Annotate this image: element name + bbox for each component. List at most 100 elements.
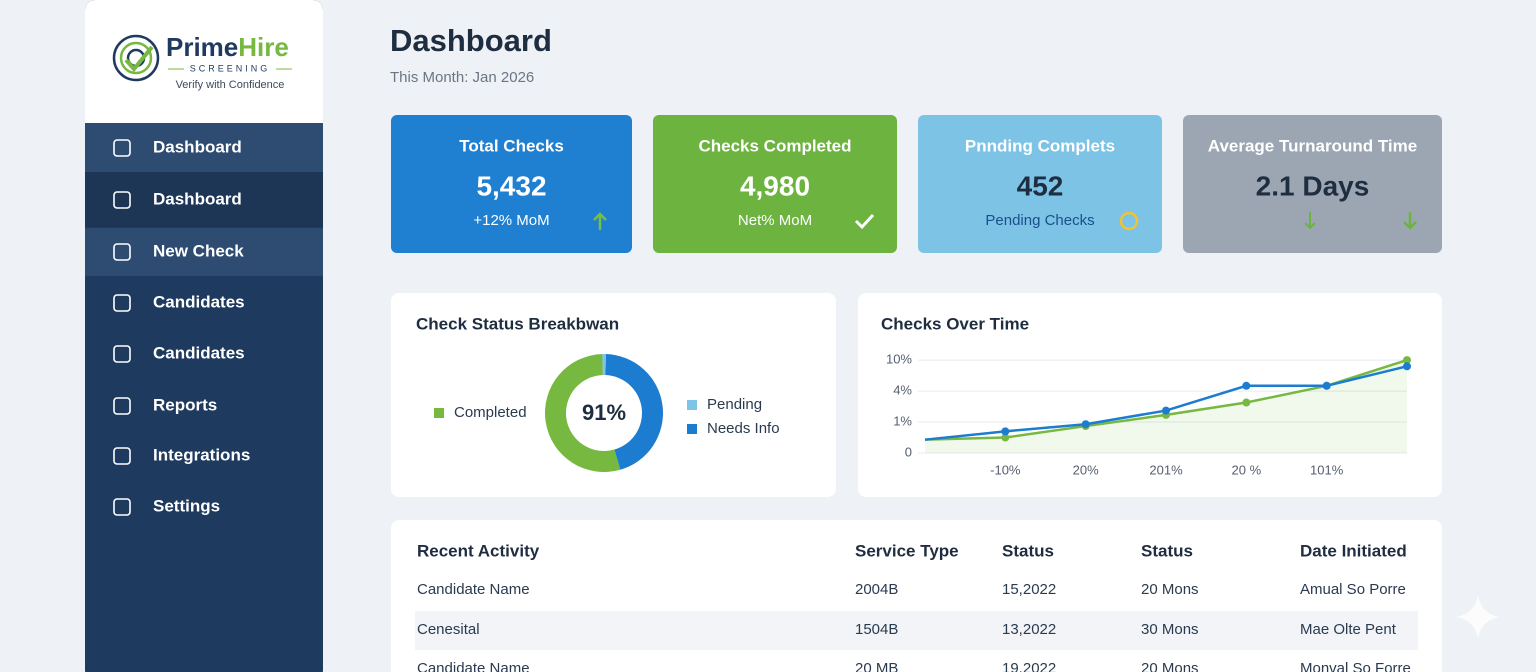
point <box>1322 381 1331 390</box>
stat-card <box>1183 115 1442 253</box>
nav-icon <box>113 498 131 516</box>
card-value: 5,432 <box>476 170 546 201</box>
table-cell: Monval So Forre <box>1300 660 1411 672</box>
table-cell: Candidate Name <box>417 581 530 598</box>
legend-swatch <box>687 400 697 410</box>
x-tick-label: 20% <box>1073 462 1099 477</box>
nav-item[interactable]: Candidates <box>153 343 245 362</box>
nav-icon <box>113 139 131 157</box>
table-cell: 30 Mons <box>1141 621 1199 638</box>
x-tick-label: 101% <box>1310 462 1344 477</box>
donut-center: 91% <box>582 400 626 425</box>
point <box>1403 362 1411 371</box>
table-cell: 20 Mons <box>1141 660 1199 672</box>
point <box>1001 427 1010 436</box>
donut-segment <box>605 354 663 470</box>
nav-icon <box>113 397 131 415</box>
up-arrow <box>593 212 607 230</box>
y-tick-label: 0 <box>905 444 912 459</box>
row-stripe <box>415 611 1418 650</box>
card-value: 2.1 Days <box>1256 170 1370 201</box>
brand-motto: Verify with Confidence <box>176 79 285 91</box>
chart-title: Checks Over Time <box>881 314 1029 333</box>
logo-area <box>85 0 323 123</box>
card-note: +12% MoM <box>473 212 549 229</box>
point <box>1001 433 1010 442</box>
nav-icon <box>113 447 131 465</box>
table-cell: Cenesital <box>417 621 480 638</box>
table-cell: Candidate Name <box>417 660 530 672</box>
nav-icon <box>113 243 131 261</box>
table-header: Service Type <box>855 541 959 560</box>
table-header: Status <box>1002 541 1054 560</box>
brand-b: Hire <box>238 32 289 62</box>
stat-card <box>391 115 632 253</box>
legend-label: Completed <box>454 404 527 421</box>
table-header: Date Initiated <box>1300 541 1407 560</box>
table-header: Recent Activity <box>417 541 540 560</box>
table-cell: 15,2022 <box>1002 581 1056 598</box>
y-tick-label: 10% <box>886 352 912 367</box>
legend-label: Needs Info <box>707 420 780 437</box>
table-header: Status <box>1141 541 1193 560</box>
card-value: 4,980 <box>740 170 810 201</box>
card-note: Pending Checks <box>985 212 1094 229</box>
sparkle <box>1456 595 1500 639</box>
stat-card <box>918 115 1162 253</box>
point <box>1081 420 1090 429</box>
x-tick-label: 201% <box>1149 462 1183 477</box>
panel <box>858 293 1442 497</box>
card-title: Pnnding Complets <box>965 136 1115 155</box>
legend-swatch <box>434 408 444 418</box>
legend-swatch <box>687 424 697 434</box>
nav-highlight <box>85 172 323 227</box>
nav-icon <box>113 294 131 312</box>
table-cell: 1504B <box>855 621 898 638</box>
table-cell: Mae Olte Pent <box>1300 621 1397 638</box>
card-title: Checks Completed <box>698 136 851 155</box>
y-tick-label: 1% <box>893 413 912 428</box>
point <box>1242 398 1251 407</box>
donut-segment <box>602 354 607 376</box>
card-note: Net% MoM <box>738 212 812 229</box>
nav-item[interactable]: Candidates <box>153 292 245 311</box>
check-icon <box>854 213 875 230</box>
nav-item[interactable]: Settings <box>153 496 220 515</box>
x-tick-label: 20 % <box>1232 462 1262 477</box>
donut-segment <box>544 354 621 472</box>
table-cell: 19,2022 <box>1002 660 1056 672</box>
table-cell: 2004B <box>855 581 898 598</box>
nav-item[interactable]: Integrations <box>153 445 250 464</box>
chart-title: Check Status Breakbwan <box>416 314 619 333</box>
nav-highlight <box>85 228 323 276</box>
card-title: Average Turnaround Time <box>1208 136 1417 155</box>
down-arrow <box>1403 212 1417 230</box>
brand-tagline: SCREENING <box>190 63 271 73</box>
nav-item[interactable]: Reports <box>153 395 217 414</box>
table-cell: Amual So Porre <box>1300 581 1406 598</box>
logo-icon <box>112 34 160 82</box>
card-title: Total Checks <box>459 136 564 155</box>
page-subtitle: This Month: Jan 2026 <box>390 69 534 86</box>
brand-name: PrimeHire <box>166 32 289 62</box>
legend-label: Pending <box>707 396 762 413</box>
point <box>1403 356 1411 365</box>
nav-highlight <box>85 123 323 172</box>
point <box>1242 381 1251 390</box>
y-tick-label: 4% <box>893 383 912 398</box>
point <box>1162 406 1170 415</box>
nav-item[interactable]: Dashboard <box>153 189 242 208</box>
table-cell: 20 MB <box>855 660 898 672</box>
x-tick-label: -10% <box>990 462 1021 477</box>
page-title: Dashboard <box>390 23 552 58</box>
table-cell: 13,2022 <box>1002 621 1056 638</box>
card-value: 452 <box>1017 170 1064 201</box>
down-arrow <box>1304 212 1316 230</box>
nav-item[interactable]: New Check <box>153 241 244 260</box>
clock-icon <box>1119 211 1139 231</box>
stat-card <box>653 115 897 253</box>
nav-item[interactable]: Dashboard <box>153 137 242 156</box>
panel <box>391 293 836 497</box>
